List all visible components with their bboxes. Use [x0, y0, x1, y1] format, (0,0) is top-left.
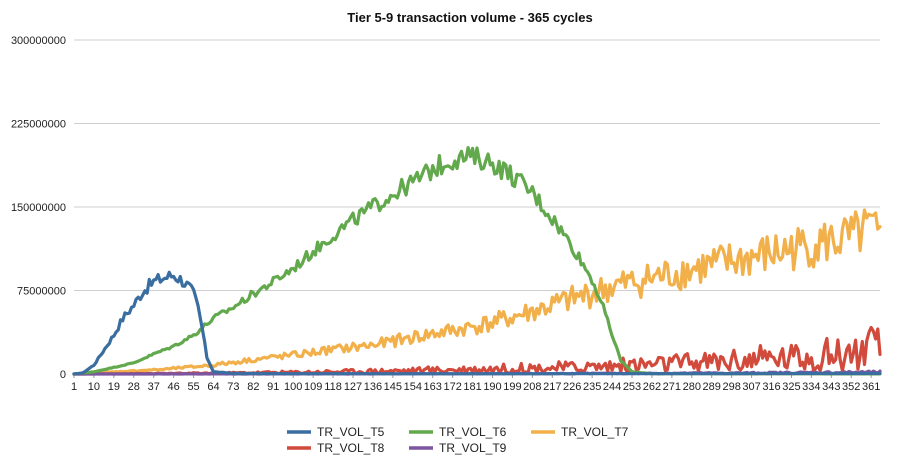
legend-label: TR_VOL_T7	[561, 425, 629, 439]
x-tick-label: 217	[543, 381, 561, 393]
x-tick-label: 55	[187, 381, 199, 393]
x-tick-label: 280	[683, 381, 701, 393]
x-tick-label: 289	[703, 381, 721, 393]
x-tick-label: 334	[802, 381, 820, 393]
x-tick-label: 343	[822, 381, 840, 393]
x-tick-label: 100	[284, 381, 302, 393]
chart-title: Tier 5-9 transaction volume - 365 cycles	[347, 10, 592, 25]
x-tick-label: 10	[88, 381, 100, 393]
x-tick-label: 145	[384, 381, 402, 393]
x-axis-ticks: 1 10 19 28 37 46 55 64 73 82 91 100 109 118 127 136 145 1…	[71, 374, 880, 393]
series-line-tr_vol_t5	[72, 270, 882, 376]
x-tick-label: 136	[364, 381, 382, 393]
x-tick-label: 262	[643, 381, 661, 393]
y-tick-label: 225000000	[11, 119, 66, 131]
x-tick-label: 91	[267, 381, 279, 393]
x-tick-label: 325	[782, 381, 800, 393]
x-tick-label: 28	[128, 381, 140, 393]
x-tick-label: 172	[443, 381, 461, 393]
x-tick-label: 19	[108, 381, 120, 393]
y-tick-label: 150000000	[11, 202, 66, 214]
x-tick-label: 253	[623, 381, 641, 393]
legend-label: TR_VOL_T6	[439, 425, 507, 439]
x-tick-label: 352	[842, 381, 860, 393]
y-tick-label: 0	[60, 369, 66, 381]
y-axis-ticks: 0 75000000 150000000 225000000 300000000	[11, 35, 66, 381]
x-tick-label: 226	[563, 381, 581, 393]
y-tick-label: 300000000	[11, 35, 66, 47]
x-tick-label: 190	[483, 381, 501, 393]
x-tick-label: 73	[227, 381, 239, 393]
x-tick-label: 208	[523, 381, 541, 393]
legend-label: TR_VOL_T5	[317, 425, 385, 439]
x-tick-label: 235	[583, 381, 601, 393]
legend: TR_VOL_T5 TR_VOL_T6 TR_VOL_T7 TR_VOL_T8 TR_V…	[287, 425, 629, 455]
x-tick-label: 127	[344, 381, 362, 393]
series-line-tr_vol_t7	[72, 208, 882, 376]
x-tick-label: 46	[168, 381, 180, 393]
x-tick-label: 307	[742, 381, 760, 393]
x-tick-label: 1	[71, 381, 77, 393]
legend-label: TR_VOL_T8	[317, 441, 385, 455]
x-tick-label: 154	[404, 381, 422, 393]
x-tick-label: 181	[463, 381, 481, 393]
x-tick-label: 244	[603, 381, 621, 393]
x-tick-label: 298	[722, 381, 740, 393]
x-tick-label: 64	[207, 381, 219, 393]
x-tick-label: 316	[762, 381, 780, 393]
x-tick-label: 361	[862, 381, 880, 393]
x-tick-label: 163	[424, 381, 442, 393]
x-tick-label: 118	[324, 381, 342, 393]
x-tick-label: 37	[148, 381, 160, 393]
x-tick-label: 199	[503, 381, 521, 393]
grid-lines	[74, 39, 880, 375]
x-tick-label: 82	[247, 381, 259, 393]
x-tick-label: 271	[663, 381, 681, 393]
y-tick-label: 75000000	[17, 286, 66, 298]
series-lines	[72, 146, 882, 376]
legend-label: TR_VOL_T9	[439, 441, 507, 455]
x-tick-label: 109	[304, 381, 322, 393]
